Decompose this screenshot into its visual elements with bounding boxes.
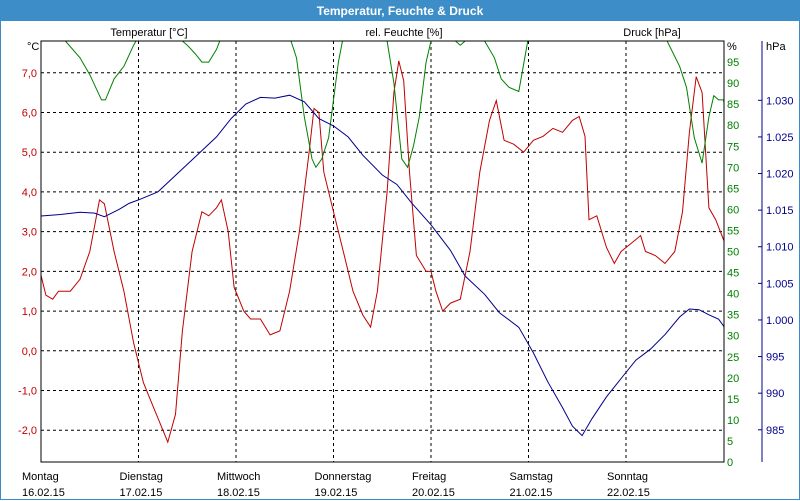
- humidity-tick-label: 30: [727, 331, 739, 343]
- pressure-tick-label: 1.025: [766, 132, 794, 144]
- humidity-tick-label: 60: [727, 204, 739, 216]
- temperature-tick-label: 2,0: [22, 266, 37, 278]
- temperature-tick-label: 1,0: [22, 306, 37, 318]
- pressure-tick-label: 1.020: [766, 169, 794, 181]
- temperature-tick-label: -2,0: [18, 425, 37, 437]
- temperature-tick-label: 7,0: [22, 68, 37, 80]
- pressure-tick-label: 1.005: [766, 278, 794, 290]
- humidity-series-line: [41, 41, 724, 169]
- x-tick-date-label: 16.02.15: [22, 487, 65, 499]
- pressure-unit-label: hPa: [766, 41, 786, 53]
- temperature-series-line: [41, 60, 724, 444]
- pressure-tick-label: 1.015: [766, 205, 794, 217]
- pressure-tick-label: 990: [766, 388, 784, 400]
- x-tick-day-label: Mittwoch: [217, 471, 260, 483]
- temperature-tick-label: -1,0: [18, 386, 37, 398]
- humidity-tick-label: 40: [727, 289, 739, 301]
- temperature-tick-label: 3,0: [22, 227, 37, 239]
- chart-title: Temperatur, Feuchte & Druck: [1, 1, 799, 21]
- humidity-axis-title: rel. Feuchte [%]: [365, 27, 442, 39]
- humidity-tick-label: 25: [727, 352, 739, 364]
- humidity-tick-label: 0: [727, 457, 733, 469]
- temperature-unit-label: °C: [27, 41, 39, 53]
- x-tick-day-label: Montag: [22, 471, 59, 483]
- series-group: [41, 41, 724, 444]
- pressure-axis-title: Druck [hPa]: [623, 27, 680, 39]
- x-tick-date-label: 19.02.15: [315, 487, 358, 499]
- humidity-tick-label: 55: [727, 225, 739, 237]
- x-tick-day-label: Samstag: [510, 471, 553, 483]
- plot-frame: [40, 40, 725, 463]
- pressure-tick-label: 1.000: [766, 315, 794, 327]
- temperature-tick-label: 5,0: [22, 147, 37, 159]
- pressure-series-line: [41, 94, 724, 437]
- pressure-tick-label: 1.030: [766, 95, 794, 107]
- humidity-tick-label: 50: [727, 247, 739, 259]
- pressure-tick-label: 985: [766, 425, 784, 437]
- humidity-tick-label: 20: [727, 373, 739, 385]
- humidity-unit-label: %: [727, 41, 737, 53]
- temperature-axis-title: Temperatur [°C]: [110, 27, 187, 39]
- humidity-tick-label: 95: [727, 57, 739, 69]
- x-tick-date-label: 17.02.15: [120, 487, 163, 499]
- grid: [41, 41, 724, 462]
- axes: °C Temperatur [°C] rel. Feuchte [%] Druc…: [18, 27, 794, 499]
- temperature-tick-label: 6,0: [22, 107, 37, 119]
- x-tick-date-label: 21.02.15: [510, 487, 553, 499]
- humidity-tick-label: 85: [727, 99, 739, 111]
- humidity-tick-label: 65: [727, 183, 739, 195]
- humidity-tick-label: 70: [727, 162, 739, 174]
- humidity-tick-label: 15: [727, 394, 739, 406]
- x-tick-date-label: 22.02.15: [607, 487, 650, 499]
- x-tick-date-label: 20.02.15: [412, 487, 455, 499]
- pressure-tick-label: 995: [766, 352, 784, 364]
- x-tick-day-label: Dienstag: [120, 471, 163, 483]
- x-tick-date-label: 18.02.15: [217, 487, 260, 499]
- pressure-tick-label: 1.010: [766, 242, 794, 254]
- humidity-tick-label: 80: [727, 120, 739, 132]
- x-tick-day-label: Sonntag: [607, 471, 648, 483]
- humidity-tick-label: 10: [727, 415, 739, 427]
- x-tick-day-label: Freitag: [412, 471, 446, 483]
- temperature-tick-label: 4,0: [22, 187, 37, 199]
- x-tick-day-label: Donnerstag: [315, 471, 372, 483]
- humidity-tick-label: 45: [727, 268, 739, 280]
- humidity-tick-label: 35: [727, 310, 739, 322]
- humidity-tick-label: 90: [727, 78, 739, 90]
- humidity-tick-label: 5: [727, 436, 733, 448]
- humidity-tick-label: 75: [727, 141, 739, 153]
- temperature-tick-label: 0,0: [22, 346, 37, 358]
